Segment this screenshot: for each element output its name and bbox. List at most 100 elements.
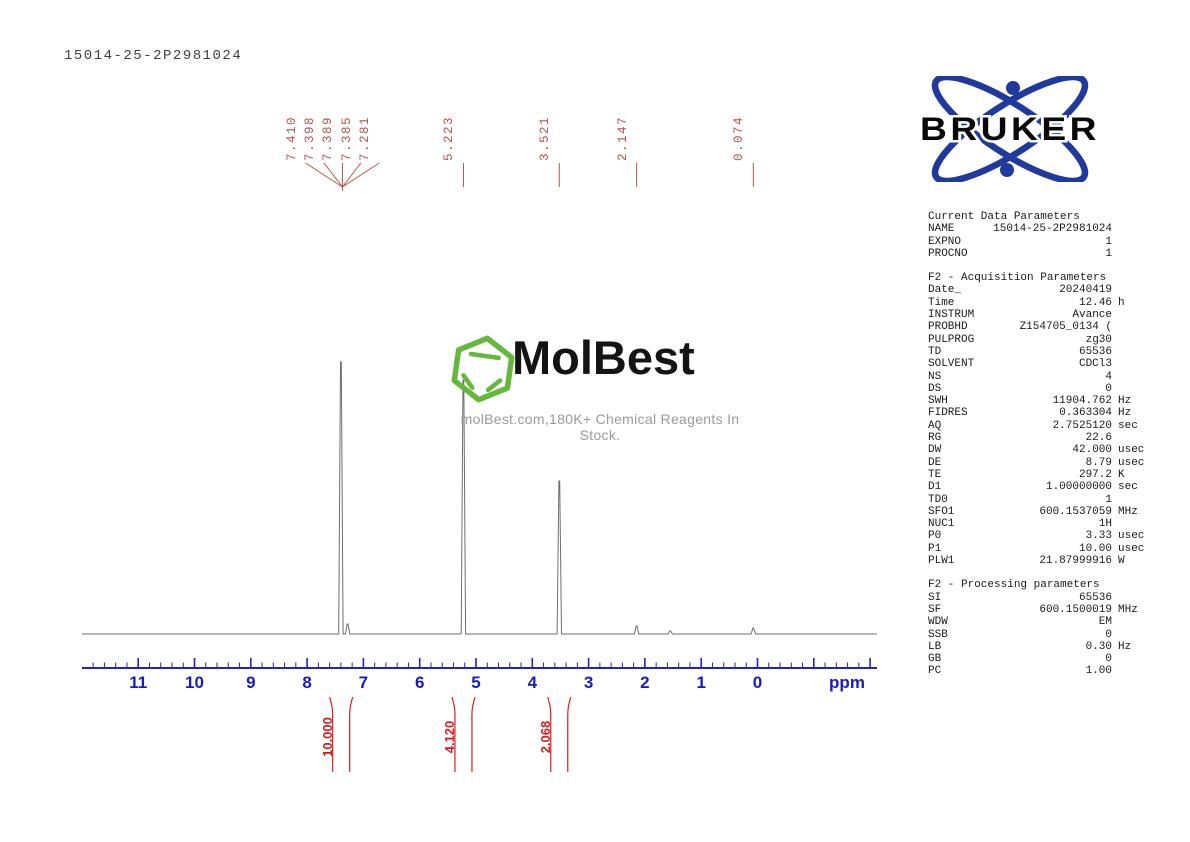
parameter-unit: sec	[1118, 419, 1138, 432]
parameter-unit	[1112, 309, 1152, 321]
parameter-value: 0	[1105, 628, 1112, 641]
parameter-unit	[1112, 346, 1152, 358]
parameter-value: 1.00000000	[1045, 481, 1112, 494]
parameter-unit	[1112, 248, 1152, 260]
parameter-value: 8.79	[1085, 456, 1112, 469]
parameter-name: P1	[928, 542, 942, 555]
parameter-row: PROCNO 1	[928, 248, 1152, 260]
parameter-name: TE	[928, 468, 942, 481]
parameter-name: PC	[928, 665, 942, 678]
parameter-value: 20240419	[1059, 284, 1112, 297]
parameter-value: 65536	[1078, 345, 1112, 358]
parameter-unit	[1112, 236, 1152, 248]
parameter-value: 11904.762	[1052, 395, 1112, 408]
axis-unit-label: ppm	[829, 673, 865, 692]
parameter-unit	[1112, 592, 1152, 604]
integral-value: 4.120	[442, 720, 458, 754]
parameter-value: 0	[1105, 653, 1112, 666]
parameter-name: PLW1	[928, 555, 955, 568]
parameter-row: P1 10.00 usec	[928, 543, 1152, 555]
parameter-row: P0 3.33 usec	[928, 530, 1152, 542]
parameter-row: D1 1.00000000 sec	[928, 481, 1152, 493]
parameter-unit	[1112, 518, 1152, 530]
parameter-value: 0.30	[1085, 640, 1112, 653]
parameter-name: D1	[928, 481, 942, 494]
parameter-row: NS 4	[928, 371, 1152, 383]
parameter-section-title: F2 - Acquisition Parameters	[928, 272, 1107, 285]
parameter-row: TD0 1	[928, 494, 1152, 506]
parameter-name: PROBHD	[928, 321, 968, 334]
sample-title: 15014-25-2P2981024	[64, 48, 243, 64]
parameter-value: zg30	[1085, 333, 1112, 346]
parameter-name: DW	[928, 444, 942, 457]
parameter-name: SFO1	[928, 505, 955, 518]
parameter-section: Current Data Parameters NAME 15014-25-2P29…	[928, 211, 1152, 260]
parameter-row: RG 22.6	[928, 432, 1152, 444]
bruker-logo: BRUKER	[918, 76, 1100, 182]
parameter-name: Time	[928, 296, 955, 309]
parameter-name: SF	[928, 603, 942, 616]
parameter-value: 4	[1105, 370, 1112, 383]
parameter-name: P0	[928, 530, 942, 543]
parameter-unit: usec	[1118, 444, 1145, 457]
peak-ppm-label: 5.223	[442, 115, 457, 161]
parameter-unit	[1112, 665, 1152, 677]
integral-value: 2.068	[538, 720, 554, 754]
parameter-row: GB 0	[928, 653, 1152, 665]
parameter-row: PLW1 21.87999916 W	[928, 555, 1152, 567]
atom-orbit-icon	[931, 76, 1089, 182]
parameter-row: FIDRES 0.363304 Hz	[928, 407, 1152, 419]
parameter-value: 15014-25-2P2981024	[993, 223, 1112, 236]
parameter-unit: Hz	[1118, 395, 1132, 408]
parameter-value: 1.00	[1085, 665, 1112, 678]
parameter-name: NAME	[928, 223, 955, 236]
parameter-name: PULPROG	[928, 333, 975, 346]
peak-ppm-label: 3.521	[538, 115, 553, 161]
parameter-row: DE 8.79 usec	[928, 457, 1152, 469]
peak-ppm-label: 2.147	[615, 115, 630, 161]
bruker-wordmark: BRUKER	[920, 111, 1100, 147]
parameter-unit: MHz	[1118, 505, 1138, 518]
parameter-value: 22.6	[1085, 432, 1112, 445]
parameter-unit: Hz	[1118, 407, 1132, 420]
parameter-value: Z154705_0134 (	[1019, 321, 1112, 334]
parameter-row: SI 65536	[928, 592, 1152, 604]
parameter-unit	[1112, 616, 1152, 628]
parameter-row: PULPROG zg30	[928, 334, 1152, 346]
parameter-row: NAME 15014-25-2P2981024	[928, 223, 1152, 235]
peak-ppm-label: 7.410	[284, 115, 299, 161]
parameter-row: INSTRUM Avance	[928, 309, 1152, 321]
axis-tick-label: 6	[414, 673, 425, 692]
parameter-unit	[1112, 371, 1152, 383]
watermark-brand: MolBest	[512, 331, 695, 384]
parameter-unit	[1112, 321, 1152, 333]
parameter-value: 65536	[1078, 591, 1112, 604]
axis-tick-label: 7	[358, 673, 369, 692]
parameter-unit: W	[1118, 555, 1125, 568]
watermark: MolBest molBest.com,180K+ Chemical Reage…	[440, 330, 760, 443]
parameter-value: 1	[1105, 235, 1112, 248]
parameter-name: FIDRES	[928, 407, 968, 420]
parameter-section-title: Current Data Parameters	[928, 211, 1080, 223]
parameter-name: DE	[928, 456, 942, 469]
parameter-name: RG	[928, 432, 942, 445]
parameter-name: SOLVENT	[928, 358, 975, 371]
parameter-value: CDCl3	[1078, 358, 1112, 371]
peak-ppm-label: 7.398	[303, 115, 318, 161]
parameter-unit: sec	[1118, 481, 1138, 494]
parameters-panel: Current Data Parameters NAME 15014-25-2P29…	[928, 211, 1152, 690]
parameter-name: EXPNO	[928, 235, 962, 248]
parameter-name: TD	[928, 345, 942, 358]
benzene-ring-icon	[451, 335, 515, 403]
parameter-value: 600.1500019	[1039, 603, 1112, 616]
parameter-section: F2 - Acquisition Parameters Date_ 20240419…	[928, 272, 1152, 567]
parameter-row: SWH 11904.762 Hz	[928, 395, 1152, 407]
parameter-unit	[1112, 223, 1152, 235]
parameter-row: SSB 0	[928, 629, 1152, 641]
axis-tick-label: 5	[471, 673, 481, 692]
parameter-value: 297.2	[1078, 468, 1112, 481]
parameter-value: 42.000	[1072, 444, 1112, 457]
parameter-value: 1H	[1098, 518, 1112, 531]
parameter-row: LB 0.30 Hz	[928, 641, 1152, 653]
